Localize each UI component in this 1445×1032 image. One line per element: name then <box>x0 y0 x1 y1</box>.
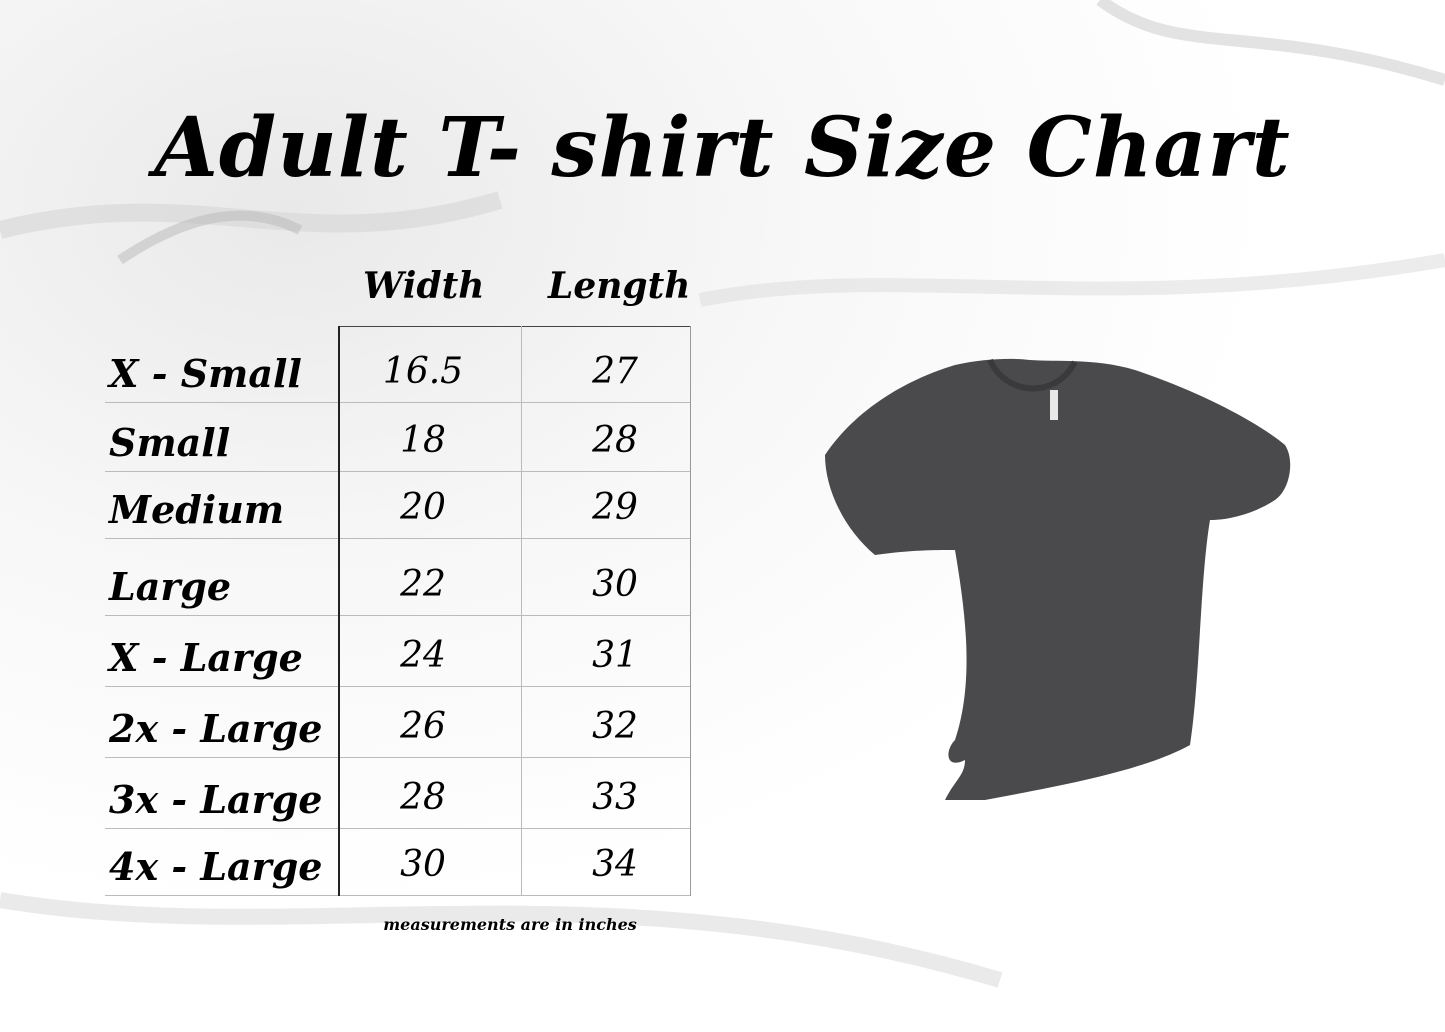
table-row: 2x - Large 26 32 <box>105 687 690 758</box>
table-row: Small 18 28 <box>105 403 690 472</box>
length-value: 32 <box>592 706 638 747</box>
length-value: 34 <box>592 844 638 885</box>
width-value: 24 <box>400 635 446 676</box>
table-top-border <box>338 326 690 327</box>
width-value: 20 <box>400 487 446 528</box>
width-value: 28 <box>400 777 446 818</box>
size-label: Medium <box>109 487 285 532</box>
width-value: 22 <box>400 564 446 605</box>
page-title: Adult T- shirt Size Chart <box>154 100 1291 196</box>
size-label: 3x - Large <box>109 777 323 822</box>
measurement-note: measurements are in inches <box>383 915 637 934</box>
table-row: X - Large 24 31 <box>105 616 690 687</box>
size-label: 4x - Large <box>109 844 323 889</box>
table-row: Large 22 30 <box>105 539 690 616</box>
length-value: 30 <box>592 564 638 605</box>
table-divider <box>521 326 522 896</box>
tshirt-shape <box>825 358 1291 800</box>
length-value: 33 <box>592 777 638 818</box>
table-divider <box>338 326 340 896</box>
size-label: Large <box>109 564 232 609</box>
length-value: 29 <box>592 487 638 528</box>
width-value: 18 <box>400 420 446 461</box>
width-value: 30 <box>400 844 446 885</box>
tshirt-image <box>825 358 1291 800</box>
width-value: 16.5 <box>382 351 464 392</box>
column-header-width: Width <box>363 265 485 307</box>
column-header-length: Length <box>548 265 691 307</box>
table-border <box>690 326 691 896</box>
table-row: 3x - Large 28 33 <box>105 758 690 829</box>
size-label: X - Small <box>109 351 302 396</box>
size-label: X - Large <box>109 635 303 680</box>
length-value: 28 <box>592 420 638 461</box>
size-label: 2x - Large <box>109 706 323 751</box>
table-row: Medium 20 29 <box>105 472 690 539</box>
width-value: 26 <box>400 706 446 747</box>
size-label: Small <box>109 420 231 465</box>
length-value: 27 <box>592 351 638 392</box>
table-row: X - Small 16.5 27 <box>105 326 690 403</box>
tag-icon <box>1050 390 1058 420</box>
table-row: 4x - Large 30 34 <box>105 829 690 896</box>
length-value: 31 <box>592 635 638 676</box>
